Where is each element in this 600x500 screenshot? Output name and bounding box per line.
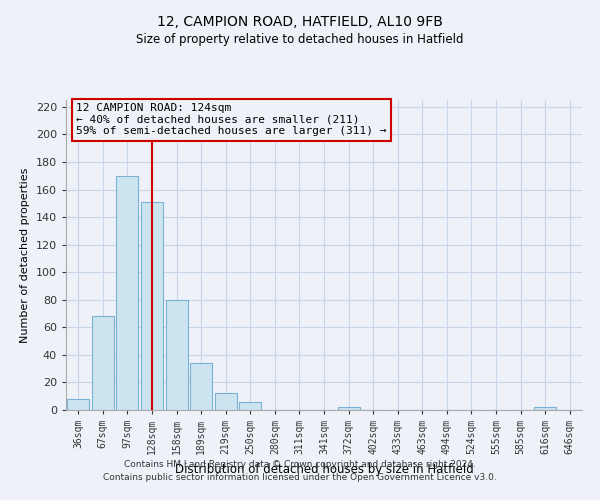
Bar: [92, 316, 114, 410]
X-axis label: Distribution of detached houses by size in Hatfield: Distribution of detached houses by size …: [175, 462, 473, 475]
Text: 12 CAMPION ROAD: 124sqm
← 40% of detached houses are smaller (211)
59% of semi-d: 12 CAMPION ROAD: 124sqm ← 40% of detache…: [76, 103, 387, 136]
Bar: [166, 300, 188, 410]
Bar: [141, 202, 163, 410]
Text: Contains HM Land Registry data © Crown copyright and database right 2024.
Contai: Contains HM Land Registry data © Crown c…: [103, 460, 497, 482]
Y-axis label: Number of detached properties: Number of detached properties: [20, 168, 30, 342]
Bar: [215, 394, 237, 410]
Bar: [239, 402, 262, 410]
Bar: [116, 176, 139, 410]
Bar: [67, 399, 89, 410]
Text: Size of property relative to detached houses in Hatfield: Size of property relative to detached ho…: [136, 32, 464, 46]
Bar: [190, 363, 212, 410]
Text: 12, CAMPION ROAD, HATFIELD, AL10 9FB: 12, CAMPION ROAD, HATFIELD, AL10 9FB: [157, 15, 443, 29]
Bar: [534, 407, 556, 410]
Bar: [338, 407, 359, 410]
